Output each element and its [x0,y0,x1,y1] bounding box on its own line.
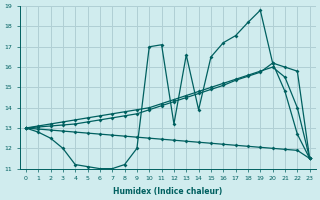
X-axis label: Humidex (Indice chaleur): Humidex (Indice chaleur) [113,187,222,196]
